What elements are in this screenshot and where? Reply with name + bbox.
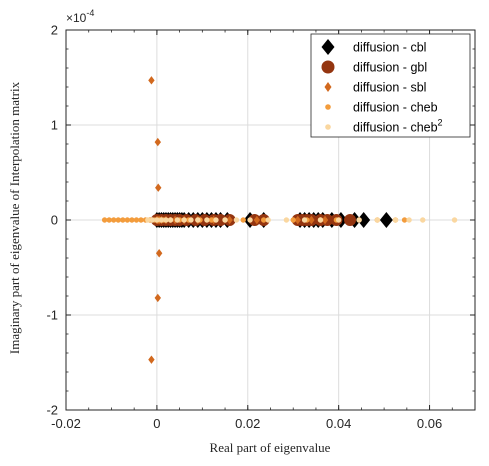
- x-tick-label: 0.06: [417, 416, 442, 431]
- legend: diffusion - cbl diffusion - gbl diffusion …: [310, 33, 471, 138]
- cheb2-point: [213, 217, 219, 223]
- cheb-point: [124, 217, 131, 223]
- cheb2-point: [317, 217, 324, 223]
- cheb2-point: [420, 217, 426, 223]
- sbl-point: [154, 293, 161, 303]
- sbl-point: [154, 137, 161, 147]
- sbl-point: [226, 215, 233, 225]
- cheb-point: [240, 217, 246, 223]
- series-cheb2: [145, 217, 458, 223]
- legend-box: [310, 33, 471, 138]
- data-series: [101, 76, 458, 364]
- cheb2-point: [145, 217, 151, 223]
- gbl-point: [214, 214, 227, 226]
- x-tick-label: 0.02: [235, 416, 260, 431]
- sbl-point: [308, 215, 315, 225]
- cheb2-point: [149, 217, 156, 223]
- cheb2-point: [247, 217, 253, 223]
- legend-marker: [325, 124, 331, 130]
- sbl-point: [294, 215, 301, 225]
- x-tick-label: 0: [153, 416, 160, 431]
- legend-label: diffusion - cbl: [353, 41, 426, 55]
- sbl-point: [148, 355, 155, 364]
- legend-marker: [321, 60, 335, 74]
- cheb-point: [138, 217, 144, 223]
- y-tick-label: 0: [51, 213, 58, 228]
- y-tick-label: 2: [51, 23, 58, 38]
- legend-label: diffusion - cheb2: [353, 118, 443, 135]
- cheb-point: [401, 217, 408, 223]
- cheb2-point: [233, 217, 240, 223]
- cheb2-point: [154, 217, 160, 223]
- cheb2-point: [451, 217, 458, 223]
- cheb2-point: [392, 217, 399, 223]
- series-gbl: [150, 214, 357, 226]
- sbl-point: [321, 215, 329, 225]
- cheb2-point: [222, 217, 228, 223]
- cheb-point: [120, 217, 126, 223]
- cheb2-point: [188, 217, 194, 223]
- x-axis-title: Real part of eigenvalue: [210, 440, 331, 455]
- cheb2-point: [163, 217, 169, 223]
- cheb2-point: [283, 217, 290, 223]
- y-exponent-label: ×10-4: [66, 8, 94, 25]
- legend-marker: [325, 104, 331, 110]
- legend-marker: [324, 82, 332, 92]
- cbl-point: [357, 212, 371, 228]
- cheb-point: [101, 217, 108, 223]
- sbl-point: [253, 215, 261, 225]
- sbl-point: [155, 183, 162, 192]
- cheb2-point: [335, 217, 342, 223]
- cheb-point: [133, 217, 140, 223]
- gbl-point: [344, 214, 357, 226]
- legend-label: diffusion - gbl: [353, 61, 427, 75]
- cheb2-point: [167, 217, 174, 223]
- sbl-point: [148, 76, 155, 85]
- cheb-point: [115, 217, 121, 223]
- cheb2-point: [356, 217, 362, 223]
- cheb-point: [290, 217, 296, 223]
- cheb-point: [260, 217, 267, 223]
- cheb-point: [106, 217, 112, 223]
- cheb2-point: [181, 217, 187, 223]
- cheb-point: [208, 217, 215, 223]
- legend-label: diffusion - cheb: [353, 101, 438, 115]
- x-tick-label: -0.02: [51, 416, 81, 431]
- sbl-point: [155, 249, 163, 258]
- cheb2-point: [374, 217, 380, 223]
- y-tick-label: 1: [51, 118, 58, 133]
- cheb2-point: [406, 217, 412, 223]
- y-axis-title: Imaginary part of eigenvalue of Interpol…: [7, 81, 22, 354]
- legend-label: diffusion - sbl: [353, 81, 426, 95]
- cheb-point: [129, 217, 135, 223]
- x-tick-label: 0.04: [326, 416, 351, 431]
- legend-marker: [321, 39, 335, 55]
- cheb2-point: [204, 217, 210, 223]
- cheb2-point: [174, 217, 181, 223]
- y-tick-label: -2: [46, 403, 58, 418]
- cbl-point: [379, 212, 393, 228]
- cheb2-point: [301, 217, 308, 223]
- cheb2-point: [265, 217, 271, 223]
- cheb2-point: [158, 217, 165, 223]
- y-tick-label: -1: [46, 308, 58, 323]
- cheb-point: [111, 217, 117, 223]
- cheb2-point: [195, 217, 201, 223]
